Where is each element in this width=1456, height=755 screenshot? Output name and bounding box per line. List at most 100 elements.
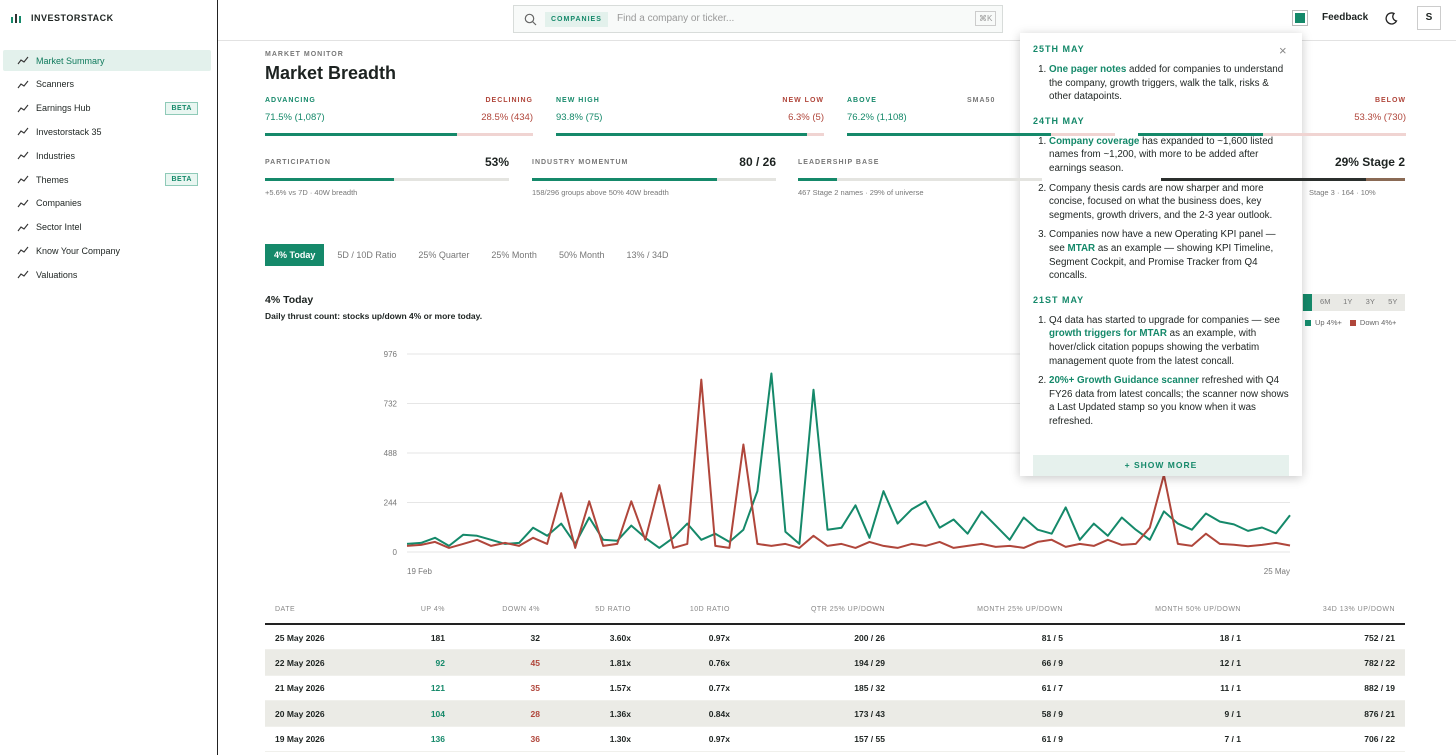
tab[interactable]: 13% / 34D	[626, 250, 669, 260]
table-header: MONTH 50% UP/DOWN	[1155, 606, 1241, 613]
legend-label: Up 4%+	[1315, 318, 1342, 327]
icon-stroke	[17, 56, 29, 65]
dark-mode-toggle[interactable]	[1385, 12, 1398, 25]
nav-item[interactable]: Sector Intel	[3, 217, 211, 238]
range-button[interactable]: 1Y	[1343, 297, 1353, 306]
table-cell: 20 May 2026	[275, 708, 325, 719]
breadth-label: ABOVE	[847, 97, 877, 104]
range-button[interactable]: 3Y	[1365, 297, 1375, 306]
table-cell: 200 / 26	[854, 632, 885, 643]
stat-note: 158/296 groups above 50% 40W breadth	[532, 188, 669, 197]
tab[interactable]: 25% Quarter	[418, 250, 470, 260]
update-item: Q4 data has started to upgrade for compa…	[1049, 314, 1289, 368]
chart-title: 4% Today	[265, 294, 314, 306]
nav-item[interactable]: Market Summary	[3, 50, 211, 71]
x-tick-label: 25 May	[1264, 567, 1290, 576]
x-tick-label: 19 Feb	[407, 567, 432, 576]
nav-item[interactable]: Industries	[3, 145, 211, 166]
table-cell: 1.30x	[609, 734, 631, 745]
tab[interactable]: 4% Today	[265, 244, 325, 266]
nav-item[interactable]: Know Your Company	[3, 240, 211, 261]
icon-stroke	[17, 247, 29, 255]
breadth-bar	[265, 133, 457, 136]
breadth-bar-rest	[1138, 133, 1264, 136]
nav-icon	[17, 175, 29, 184]
range-button[interactable]: 6M	[1320, 297, 1331, 306]
breadth-label: NEW LOW	[782, 97, 824, 104]
nav-icon	[17, 151, 29, 160]
table-cell: 32	[530, 632, 540, 643]
nav-item[interactable]: Scanners	[3, 74, 211, 95]
range-active[interactable]	[1303, 294, 1312, 311]
table-cell: 9 / 1	[1224, 708, 1241, 719]
table-cell: 782 / 22	[1364, 657, 1395, 668]
legend-label: Down 4%+	[1359, 318, 1397, 327]
breadth-value: 28.5% (434)	[481, 112, 533, 123]
table-header: 5D RATIO	[595, 606, 631, 613]
nav-badge: BETA	[165, 101, 198, 115]
table-cell: 121	[430, 683, 445, 694]
nav-icon	[17, 56, 29, 65]
nav-item[interactable]: Earnings Hub BETA	[3, 98, 211, 119]
tabs: 4% Today 5D / 10D Ratio 25% Quarter 25% Mon…	[265, 244, 678, 266]
search-icon	[524, 13, 537, 26]
feedback-button[interactable]: Feedback	[1322, 12, 1369, 23]
table-header: 10D RATIO	[689, 606, 730, 613]
table-cell: 194 / 29	[854, 657, 885, 668]
update-date: 24TH MAY	[1033, 115, 1085, 126]
range-buttons: 6M 1Y 3Y 5Y	[1314, 297, 1404, 306]
breadth-label: ADVANCING	[265, 97, 316, 104]
table-row	[265, 625, 1405, 651]
update-text: has expanded to ~1,600 listed names from…	[1049, 135, 1274, 174]
table-row	[265, 675, 1405, 702]
stat-label: PARTICIPATION	[265, 159, 331, 166]
breadth-label: DECLINING	[485, 97, 533, 104]
tab[interactable]: 5D / 10D Ratio	[337, 250, 397, 260]
update-link[interactable]: One pager notes	[1049, 64, 1127, 75]
nav-label: Sector Intel	[36, 222, 82, 233]
nav-item[interactable]: Valuations	[3, 264, 211, 285]
legend-item: Down 4%+	[1349, 318, 1397, 327]
nav-item[interactable]: Themes BETA	[3, 169, 211, 190]
breadth-value: 76.2% (1,108)	[847, 112, 907, 123]
table-header: UP 4%	[420, 606, 445, 613]
table-cell: 58 / 9	[1041, 708, 1063, 719]
nav-label: Scanners	[36, 79, 75, 90]
table-header: MONTH 25% UP/DOWN	[977, 606, 1063, 613]
nav-badge: BETA	[165, 173, 198, 186]
nav-item[interactable]: Investorstack 35	[3, 121, 211, 142]
search-placeholder[interactable]: Find a company or ticker...	[617, 13, 735, 24]
breadth-value: 93.8% (75)	[556, 112, 603, 123]
update-link[interactable]: growth triggers for MTAR	[1049, 328, 1167, 340]
nav-item[interactable]: Companies	[3, 193, 211, 214]
stat-note: Stage 3 · 164 · 10%	[1309, 188, 1376, 197]
update-link[interactable]: MTAR	[1067, 242, 1096, 254]
nav-label: Industries	[36, 150, 76, 161]
avatar[interactable]: S	[1417, 6, 1441, 30]
table-cell: 3.60x	[609, 632, 631, 643]
update-text: Company thesis cards are now sharper and…	[1049, 182, 1273, 221]
search-scope[interactable]: COMPANIES	[545, 12, 608, 27]
table-cell: 19 May 2026	[275, 734, 325, 745]
update-link[interactable]: Company coverage	[1049, 135, 1140, 147]
sidebar: INVESTORSTACK Market Summary Scanners Earn…	[0, 0, 218, 755]
stat-bar	[532, 178, 718, 181]
close-button[interactable]: ×	[1279, 43, 1287, 58]
legend-swatch	[1305, 319, 1311, 326]
tab[interactable]: 25% Month	[491, 250, 537, 260]
topbar-divider	[218, 40, 1456, 41]
icon-stroke	[17, 104, 29, 112]
stat-label: INDUSTRY MOMENTUM	[532, 159, 629, 166]
table-cell: 181	[430, 632, 445, 643]
table-cell: 1.36x	[609, 708, 631, 719]
y-tick-label: 488	[384, 449, 398, 458]
update-link[interactable]: 20%+ Growth Guidance scanner	[1049, 375, 1199, 387]
range-button[interactable]: 5Y	[1388, 297, 1398, 306]
update-text: added for companies to understand the co…	[1049, 64, 1284, 103]
stat-value: 80 / 26	[739, 155, 776, 169]
y-tick-label: 976	[384, 350, 398, 359]
theme-swatch[interactable]	[1292, 10, 1308, 26]
search-box[interactable]: COMPANIES Find a company or ticker... ⌘K	[513, 5, 1003, 33]
tab[interactable]: 50% Month	[558, 250, 605, 260]
show-more-button[interactable]: + SHOW MORE	[1033, 455, 1289, 476]
